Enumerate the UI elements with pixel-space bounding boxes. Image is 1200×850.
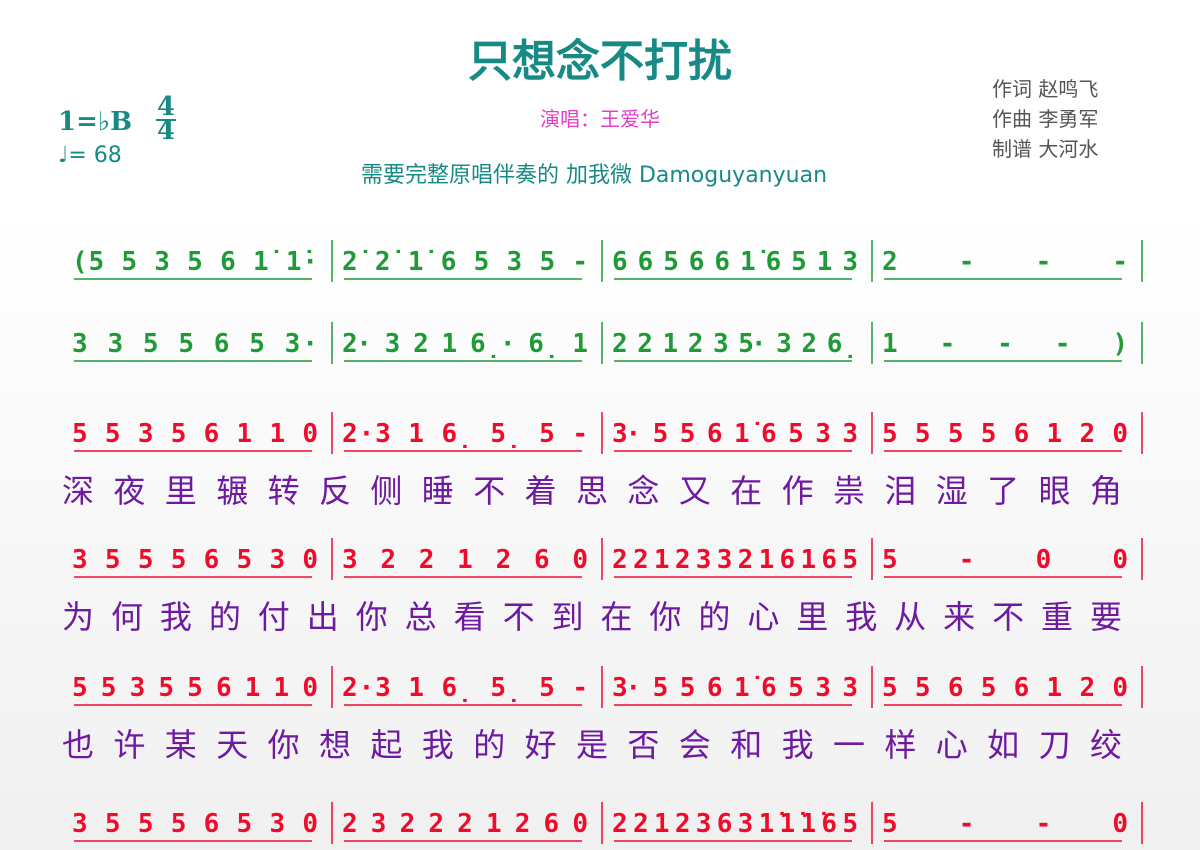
lyric: 也许某天你想起我的好是否会和我一样心如刀绞	[62, 726, 1122, 764]
measure: 5 - 0 0	[882, 545, 1128, 575]
measure: 5 5 6 5 6 1 2 0	[882, 673, 1128, 703]
title: 只想念不打扰	[468, 36, 732, 87]
measure: (5 5 3 5 6 1̇ 1̇·	[72, 247, 318, 277]
measure: 3· 5 5 6 1̇ 6 5 3 3	[612, 419, 858, 449]
credit: 作曲 李勇军	[992, 107, 1098, 131]
measure: 2̇ 2̇ 1̇ 6 5 3 5 -	[342, 247, 588, 277]
tempo: ♩= 68	[58, 143, 122, 168]
measure: 5 - - 0	[882, 809, 1128, 839]
measure: 2·3 1 6̣ 5̣ 5 -	[342, 419, 588, 449]
measure: 2 2 1 2 3 3 2 1 6 1 6 5	[612, 545, 858, 575]
singer: 演唱：王爱华	[540, 107, 660, 131]
measure: 5 5 3 5 6 1 1 0	[72, 419, 318, 449]
measure: 3 5 5 5 6 5 3 0	[72, 809, 318, 839]
measure: 2 - - -	[882, 247, 1128, 277]
credit: 作词 赵鸣飞	[992, 77, 1098, 101]
time-top: 4	[157, 92, 175, 122]
measure: 2· 3 2 1 6̣· 6̣ 1	[342, 329, 588, 359]
measure: 2 3 2 2 2 1 2 6 0	[342, 809, 588, 839]
measure: 3· 5 5 6 1̇ 6 5 3 3	[612, 673, 858, 703]
measure: 5 5 3 5 5 6 1 1 0	[72, 673, 318, 703]
measure: 3 5 5 5 6 5 3 0	[72, 545, 318, 575]
measure: 3 2 2 1 2 6 0	[342, 545, 588, 575]
lyric: 深夜里辗转反侧睡不着思念又在作祟泪湿了眼角	[62, 472, 1122, 510]
measure: 2 2 1 2 3 6 3 1̇ 1̇ 1̇ 6 5	[612, 809, 858, 839]
measure: 1 - - - )	[882, 329, 1128, 359]
contact-note: 需要完整原唱伴奏的 加我微 Damoguyanyuan	[361, 163, 827, 188]
measure: 2 2 1 2 3 5· 3 2 6̣	[612, 329, 858, 359]
measure: 5 5 5 5 6 1 2 0	[882, 419, 1128, 449]
time-bottom: 4	[157, 116, 175, 146]
measure: 6 6 5 6 6 1̇ 6 5 1 3	[612, 247, 858, 277]
key: 1=♭B	[58, 107, 132, 137]
credit: 制谱 大河水	[992, 137, 1098, 161]
measure: 2·3 1 6̣ 5̣ 5 -	[342, 673, 588, 703]
